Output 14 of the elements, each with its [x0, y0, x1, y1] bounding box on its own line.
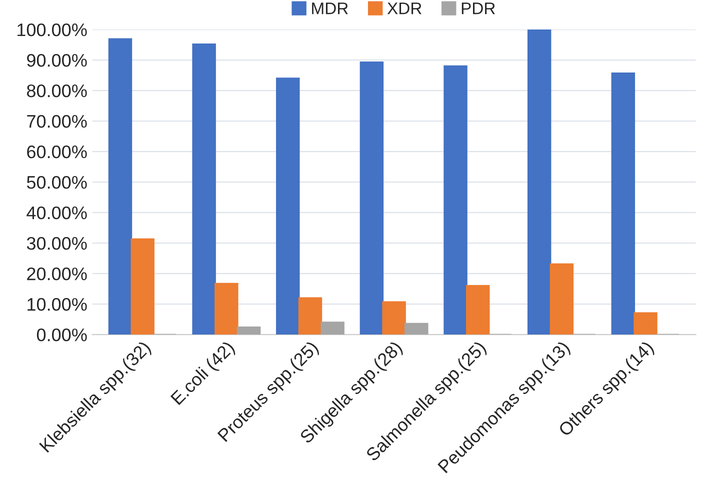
- y-tick-label: 40.00%: [26, 206, 87, 220]
- legend-label: PDR: [462, 2, 495, 14]
- legend-label: XDR: [387, 2, 422, 14]
- y-tick-label: 30.00%: [26, 236, 87, 250]
- y-tick-label: 100.00%: [18, 23, 87, 36]
- y-tick-label: 90.00%: [27, 54, 87, 67]
- y-tick-label: 80.00%: [26, 84, 87, 98]
- y-tick-label: 60.00%: [27, 145, 87, 158]
- y-tick-label: 10.00%: [28, 298, 87, 311]
- y-tick-label: 50.00%: [26, 176, 87, 189]
- legend-label: MDR: [312, 2, 348, 14]
- y-tick-label: 20.00%: [27, 267, 87, 280]
- y-tick-label: 70.00%: [27, 114, 87, 128]
- y-tick-label: 0.00%: [36, 328, 87, 342]
